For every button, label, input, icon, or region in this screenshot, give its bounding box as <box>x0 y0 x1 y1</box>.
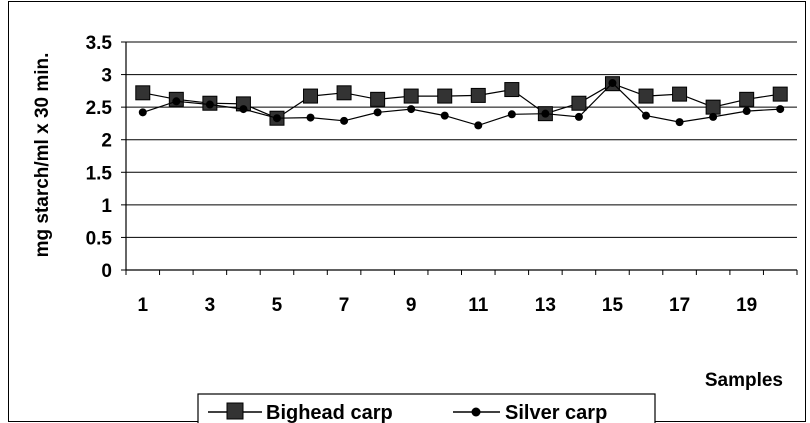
data-point-bighead-carp <box>705 99 721 115</box>
legend: Bighead carp Silver carp <box>197 393 656 423</box>
y-tick-label: 3.5 <box>86 33 113 54</box>
chart-frame <box>8 1 806 422</box>
data-point-silver-carp <box>239 105 248 114</box>
x-tick-label: 15 <box>602 295 624 316</box>
legend-marker-circle-icon <box>471 407 481 417</box>
legend-box <box>197 393 656 423</box>
data-point-silver-carp <box>642 111 651 120</box>
data-point-silver-carp <box>172 97 181 106</box>
y-tick-label: 2.5 <box>86 98 113 119</box>
data-point-bighead-carp <box>135 85 151 101</box>
data-point-bighead-carp <box>739 91 755 107</box>
gridlines <box>126 41 797 238</box>
data-point-silver-carp <box>776 105 785 114</box>
x-tick-label: 3 <box>205 295 216 316</box>
y-tick-label: 2 <box>101 131 112 152</box>
data-point-bighead-carp <box>403 88 419 104</box>
x-tick-labels: 1 3 5 7 9 11 13 15 17 19 <box>137 295 757 316</box>
data-point-silver-carp <box>574 112 583 121</box>
y-tick-label: 1.5 <box>86 163 113 184</box>
x-tick-label: 17 <box>669 295 690 316</box>
x-tick-label: 13 <box>535 295 556 316</box>
y-tick-label: 0.5 <box>86 228 113 249</box>
data-point-bighead-carp <box>437 88 453 104</box>
data-point-silver-carp <box>474 121 483 130</box>
data-point-silver-carp <box>507 110 516 119</box>
data-point-silver-carp <box>306 113 315 122</box>
data-point-silver-carp <box>675 118 684 127</box>
data-point-silver-carp <box>407 105 416 114</box>
series-line-silver-carp <box>142 82 781 127</box>
data-point-silver-carp <box>608 79 617 88</box>
x-axis-title: Samples <box>705 370 783 391</box>
legend-marker-square-icon <box>226 402 244 420</box>
y-tick-label: 3 <box>101 66 112 87</box>
data-point-silver-carp <box>742 107 751 116</box>
y-tick-label: 0 <box>101 261 112 282</box>
data-point-bighead-carp <box>303 88 319 104</box>
x-tick-label: 9 <box>406 295 417 316</box>
x-tick-label: 19 <box>736 295 757 316</box>
x-tick-label: 11 <box>468 295 489 316</box>
data-point-silver-carp <box>138 108 147 117</box>
data-point-bighead-carp <box>571 95 587 111</box>
legend-label-silver: Silver carp <box>505 402 607 423</box>
y-tick-labels: 0 0.5 1 1.5 2 2.5 3 3.5 <box>86 33 113 282</box>
data-point-silver-carp <box>440 111 449 120</box>
data-point-silver-carp <box>541 109 550 118</box>
y-tick-label: 1 <box>101 196 112 217</box>
data-point-bighead-carp <box>504 82 520 98</box>
data-point-silver-carp <box>709 112 718 121</box>
y-axis-title: mg starch/ml x 30 min. <box>32 53 53 258</box>
data-point-silver-carp <box>373 108 382 117</box>
data-point-bighead-carp <box>470 87 486 103</box>
data-point-bighead-carp <box>638 88 654 104</box>
legend-label-bighead: Bighead carp <box>266 402 393 423</box>
data-point-silver-carp <box>205 100 214 109</box>
data-point-bighead-carp <box>370 91 386 107</box>
data-point-silver-carp <box>272 114 281 123</box>
data-point-bighead-carp <box>336 85 352 101</box>
series-lines <box>135 76 788 130</box>
x-tick-label: 7 <box>339 295 350 316</box>
x-tick-label: 1 <box>137 295 148 316</box>
data-point-silver-carp <box>340 116 349 125</box>
x-tick-label: 5 <box>272 295 283 316</box>
data-point-bighead-carp <box>672 86 688 102</box>
axes <box>121 41 798 275</box>
data-point-bighead-carp <box>772 86 788 102</box>
